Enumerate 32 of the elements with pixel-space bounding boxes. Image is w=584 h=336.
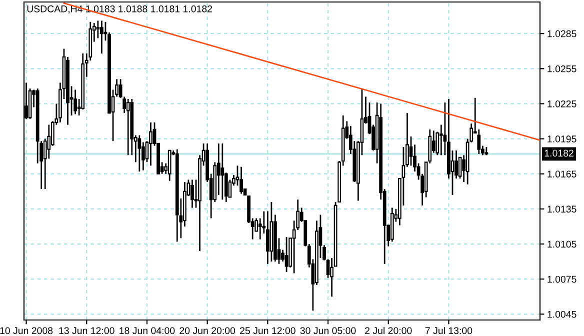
y-tick-label: 1.0195: [548, 136, 576, 142]
y-tick-label: 1.0165: [548, 170, 576, 178]
x-tick-label: 13 Jun 12:00: [59, 327, 114, 334]
candlestick: [126, 98, 130, 156]
candlestick: [190, 179, 194, 208]
y-tick-label: 1.0135: [548, 206, 576, 213]
candlestick: [240, 166, 243, 194]
candlestick: [266, 210, 270, 265]
candlestick: [149, 122, 152, 166]
x-tick-label: 18 Jun 04:00: [120, 327, 175, 334]
y-tick-label: 1.0075: [548, 276, 576, 283]
candlestick: [284, 236, 288, 273]
candlestick: [74, 88, 77, 115]
y-tick-label: 1.0225: [548, 100, 576, 108]
candlestick: [138, 134, 142, 172]
candlestick: [477, 128, 481, 155]
candlestick: [96, 20, 100, 39]
x-tick-label: 2 Jul 20:00: [365, 326, 412, 334]
x-tick-label: 30 Jun 05:00: [300, 327, 356, 334]
x-tick-label: 7 Jul 13:00: [425, 326, 472, 334]
x-tick-label: 20 Jun 20:00: [180, 327, 236, 334]
y-tick-label: 1.0105: [548, 240, 576, 248]
chart-title: USDCAD,H4 1.0183 1.0188 1.0181 1.0182: [27, 5, 212, 14]
candlestick: [168, 150, 172, 182]
y-tick-label: 1.0285: [548, 30, 576, 38]
candlestick: [100, 20, 104, 54]
x-tick-label: 25 Jun 12:00: [240, 327, 296, 334]
y-tick-label: 1.0045: [548, 310, 576, 318]
ref-line-label: 1.0182: [544, 150, 574, 157]
x-tick-label: 10 Jun 2008: [0, 327, 53, 334]
candlestick: [220, 142, 224, 200]
y-tick-label: 1.0255: [548, 65, 576, 72]
